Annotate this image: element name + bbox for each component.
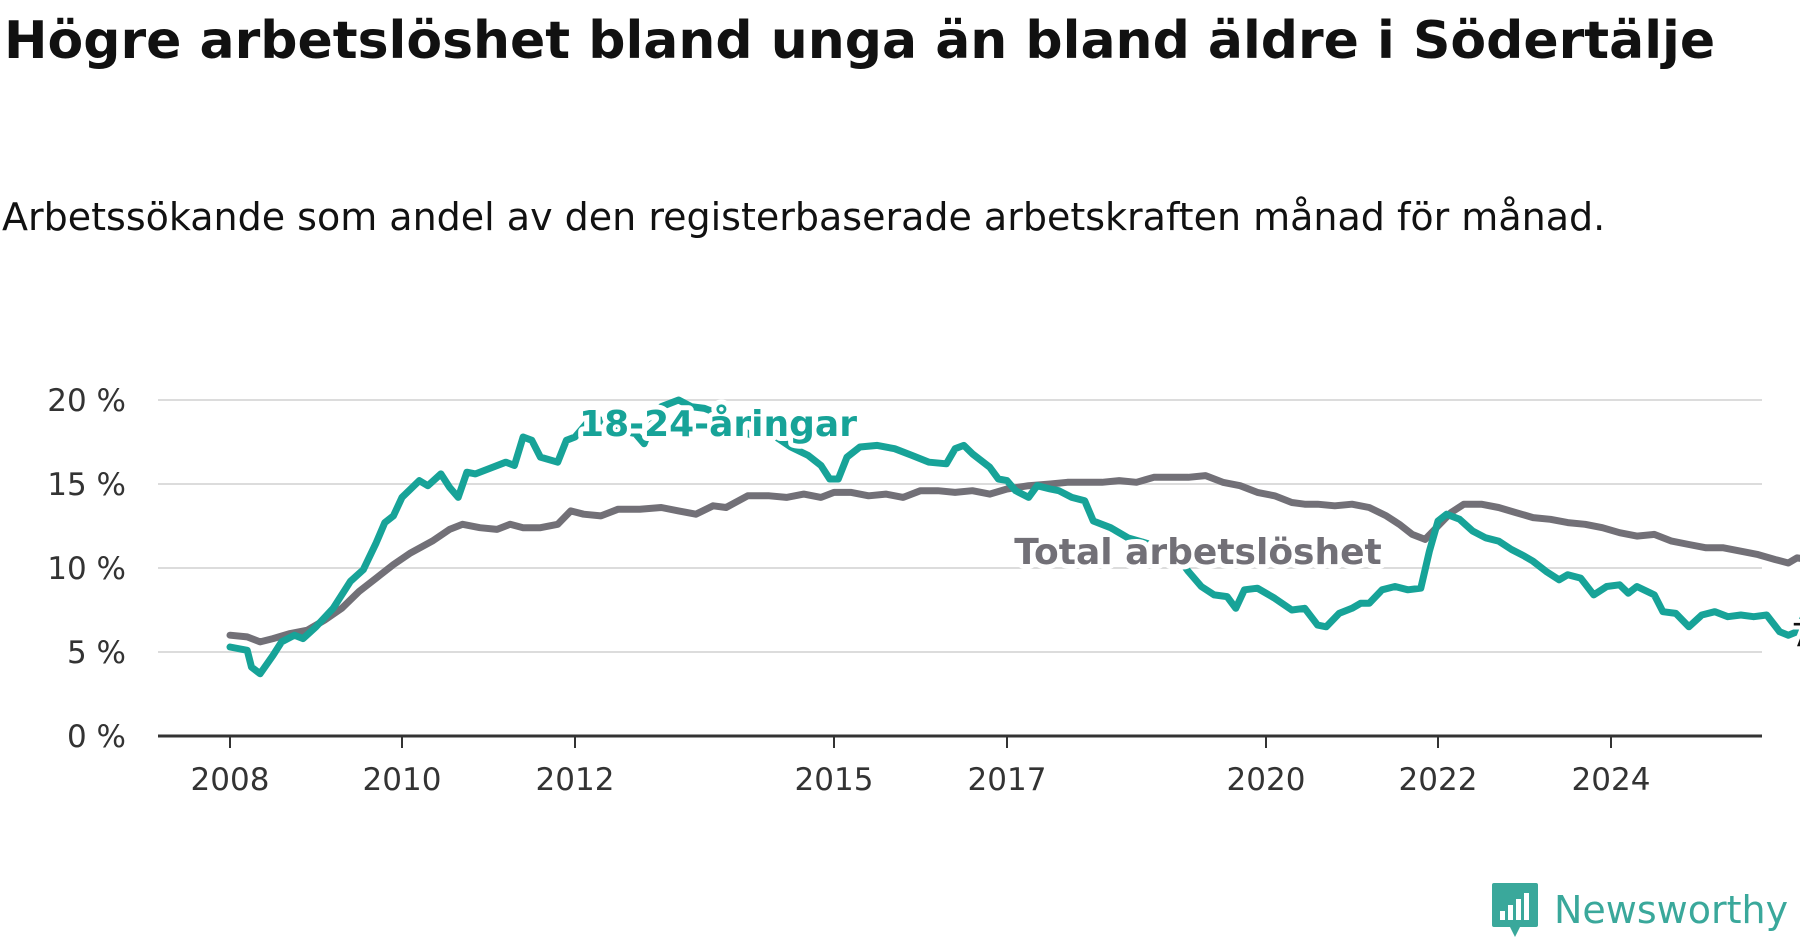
chart-title: Högre arbetslöshet bland unga än bland ä… <box>4 11 1716 71</box>
x-tick-label: 2022 <box>1399 762 1478 798</box>
x-tick-label: 2010 <box>363 762 442 798</box>
series-lines <box>226 396 1800 678</box>
x-tick-label: 2012 <box>536 762 615 798</box>
y-axis-ticks: 0 % 5 % 10 % 15 % 20 % <box>47 383 126 755</box>
y-tick-label: 20 % <box>47 383 126 419</box>
y-tick-label: 5 % <box>67 635 126 671</box>
y-tick-label: 10 % <box>47 551 126 587</box>
series-line-1 <box>226 472 1800 646</box>
x-tick-label: 2008 <box>191 762 270 798</box>
end-value-label: 7,6 % <box>1791 616 1800 654</box>
newsworthy-logo: Newsworthy <box>1490 880 1788 940</box>
x-tick-label: 2024 <box>1572 762 1651 798</box>
series-label: 18-24-åringar <box>579 404 857 445</box>
bar-chart-speech-bubble-icon <box>1490 881 1540 939</box>
chart-subtitle: Arbetssökande som andel av den registerb… <box>2 195 1606 239</box>
x-tick-label: 2017 <box>968 762 1047 798</box>
brand-name: Newsworthy <box>1554 888 1789 932</box>
series-label: Total arbetslöshet <box>1014 532 1382 573</box>
y-tick-label: 0 % <box>67 719 126 755</box>
x-tick-label: 2015 <box>795 762 874 798</box>
x-tick-label: 2020 <box>1227 762 1306 798</box>
series-line-0 <box>226 396 1800 678</box>
y-tick-label: 15 % <box>47 467 126 503</box>
y-grid <box>158 399 1762 653</box>
x-axis-ticks: 2008 2010 2012 2015 2017 2020 2022 2024 <box>191 736 1651 798</box>
